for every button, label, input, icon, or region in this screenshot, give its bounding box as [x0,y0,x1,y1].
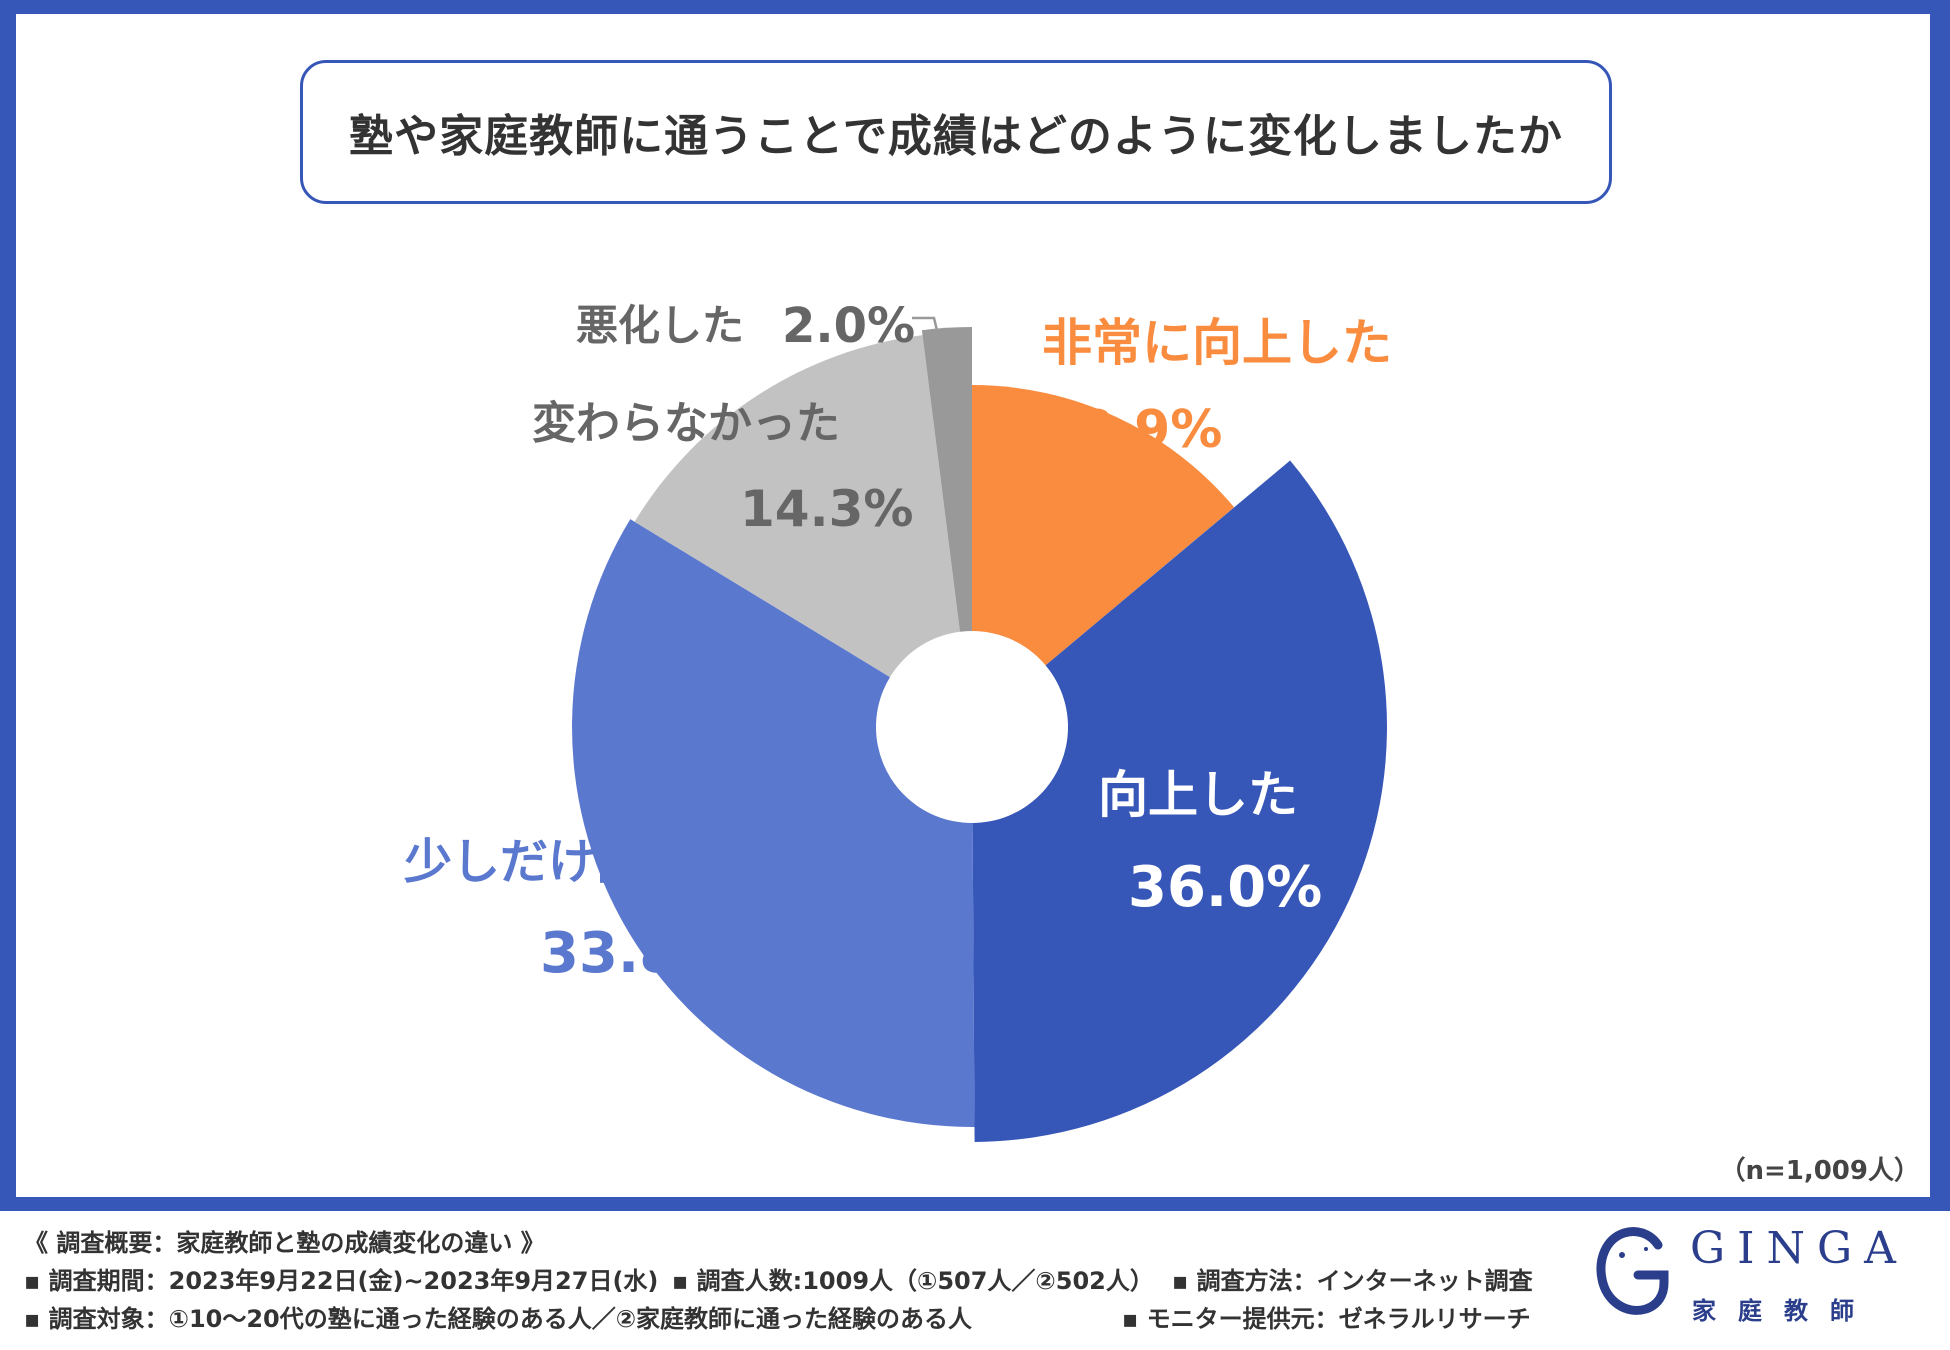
label-worsened: 悪化した [576,301,744,350]
slice-improved [972,460,1387,1142]
survey-heading: 《 調査概要：家庭教師と塾の成績変化の違い 》 [24,1229,545,1257]
survey-count: ▪ 調査人数:1009人（①507人／②502人） [672,1267,1154,1295]
slice-worsened [921,327,972,727]
slice-slightly-improved [572,519,975,1128]
value-worsened: 2.0% [782,298,915,354]
ginga-logo-icon [1596,1227,1669,1315]
sample-size: （n=1,009人） [1719,1156,1920,1186]
label-slightly-improved: 少しだけ向上した [404,834,788,890]
pie-chart: 非常に向上した 13.9% 向上した 36.0% 少しだけ向上した 33.8% … [404,298,1392,1142]
survey-method: ▪ 調査方法：インターネット調査 [1172,1267,1533,1295]
value-unchanged: 14.3% [740,480,913,538]
slice-unchanged [634,335,972,727]
leader-line [912,316,952,386]
logo-sub: 家庭教師 [1692,1296,1876,1325]
value-slightly-improved: 33.8% [540,921,734,986]
label-improved: 向上した [1098,766,1298,824]
label-unchanged: 変わらなかった [532,398,840,449]
donut-hole [876,631,1068,823]
footer: 《 調査概要：家庭教師と塾の成績変化の違い 》 ▪ 調査期間：2023年9月22… [0,1211,1950,1350]
label-very-improved: 非常に向上した [1042,314,1392,372]
survey-period: ▪ 調査期間：2023年9月22日(金)~2023年9月27日(水) [24,1267,659,1295]
survey-target: ▪ 調査対象：①10～20代の塾に通った経験のある人／②家庭教師に通った経験のあ… [24,1305,973,1333]
survey-provider: ▪ モニター提供元：ゼネラルリサーチ [1122,1305,1531,1333]
chart-title: 塾や家庭教師に通うことで成績はどのように変化しましたか [349,111,1563,162]
value-very-improved: 13.9% [1042,400,1222,460]
logo-name: GINGA [1690,1223,1908,1274]
title-box: 塾や家庭教師に通うことで成績はどのように変化しましたか [300,60,1612,204]
slice-very-improved [972,385,1235,727]
value-improved: 36.0% [1128,855,1322,920]
